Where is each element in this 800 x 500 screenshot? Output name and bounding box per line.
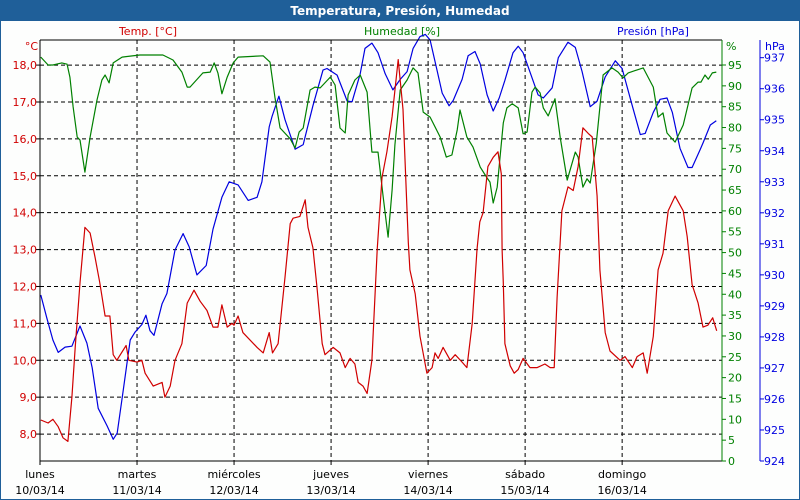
humidity-tick-label: 10 <box>728 413 742 426</box>
x-tick-date: 12/03/14 <box>209 484 258 497</box>
humidity-tick-label: 90 <box>728 80 742 93</box>
humidity-tick-label: 85 <box>728 101 742 114</box>
window-title: Temperatura, Presión, Humedad <box>1 1 799 21</box>
temp-tick-label: 15,0 <box>13 170 38 183</box>
pressure-tick-label: 934 <box>764 145 785 158</box>
humidity-tick-label: 20 <box>728 372 742 385</box>
temp-tick-label: 18,0 <box>13 59 38 72</box>
humidity-tick-label: 80 <box>728 122 742 135</box>
humidity-tick-label: 95 <box>728 59 742 72</box>
temp-tick-label: 17,0 <box>13 96 38 109</box>
x-tick-day: jueves <box>312 468 349 481</box>
pressure-unit-label: hPa <box>765 40 785 53</box>
temp-tick-label: 12,0 <box>13 280 38 293</box>
pressure-tick-label: 927 <box>764 362 785 375</box>
humidity-tick-label: 5 <box>728 434 735 447</box>
temp-axis-title: Temp. [°C] <box>118 25 177 38</box>
pressure-tick-label: 924 <box>764 455 785 468</box>
pressure-tick-label: 933 <box>764 176 785 189</box>
x-tick-day: sábado <box>505 468 545 481</box>
humidity-tick-label: 45 <box>728 267 742 280</box>
humidity-tick-label: 35 <box>728 309 742 322</box>
humidity-unit-label: % <box>726 40 736 53</box>
temp-tick-label: 8,0 <box>20 428 38 441</box>
pressure-tick-label: 925 <box>764 424 785 437</box>
pressure-tick-label: 930 <box>764 269 785 282</box>
pressure-tick-label: 929 <box>764 300 785 313</box>
temp-tick-label: 14,0 <box>13 207 38 220</box>
humidity-tick-label: 70 <box>728 163 742 176</box>
humidity-tick-label: 30 <box>728 330 742 343</box>
pressure-tick-label: 926 <box>764 393 785 406</box>
temp-tick-label: 11,0 <box>13 317 38 330</box>
temperature-series-line <box>40 58 718 442</box>
x-tick-date: 13/03/14 <box>306 484 355 497</box>
humidity-tick-label: 60 <box>728 205 742 218</box>
temp-tick-label: 10,0 <box>13 354 38 367</box>
humidity-tick-label: 0 <box>728 455 735 468</box>
humidity-tick-label: 75 <box>728 142 742 155</box>
x-tick-day: miércoles <box>207 468 260 481</box>
humidity-axis-title: Humedad [%] <box>364 25 440 38</box>
pressure-tick-label: 936 <box>764 83 785 96</box>
temp-tick-label: 9,0 <box>20 391 38 404</box>
pressure-axis-title: Presión [hPa] <box>617 25 689 38</box>
x-tick-date: 10/03/14 <box>15 484 64 497</box>
temp-tick-label: 13,0 <box>13 244 38 257</box>
x-tick-date: 16/03/14 <box>597 484 646 497</box>
humidity-tick-label: 15 <box>728 392 742 405</box>
humidity-tick-label: 40 <box>728 288 742 301</box>
humidity-tick-label: 25 <box>728 351 742 364</box>
x-tick-day: martes <box>118 468 157 481</box>
x-tick-date: 15/03/14 <box>500 484 549 497</box>
pressure-tick-label: 935 <box>764 114 785 127</box>
pressure-tick-label: 928 <box>764 331 785 344</box>
x-tick-date: 14/03/14 <box>403 484 452 497</box>
x-tick-day: viernes <box>408 468 448 481</box>
temp-unit-label: °C <box>25 40 39 53</box>
x-tick-day: lunes <box>25 468 55 481</box>
humidity-tick-label: 50 <box>728 247 742 260</box>
humidity-tick-label: 55 <box>728 226 742 239</box>
x-tick-day: domingo <box>598 468 646 481</box>
temp-tick-label: 16,0 <box>13 133 38 146</box>
pressure-tick-label: 937 <box>764 52 785 65</box>
pressure-tick-label: 932 <box>764 207 785 220</box>
pressure-tick-label: 931 <box>764 238 785 251</box>
humidity-series-line <box>40 54 717 238</box>
humidity-tick-label: 65 <box>728 184 742 197</box>
x-tick-date: 11/03/14 <box>112 484 161 497</box>
